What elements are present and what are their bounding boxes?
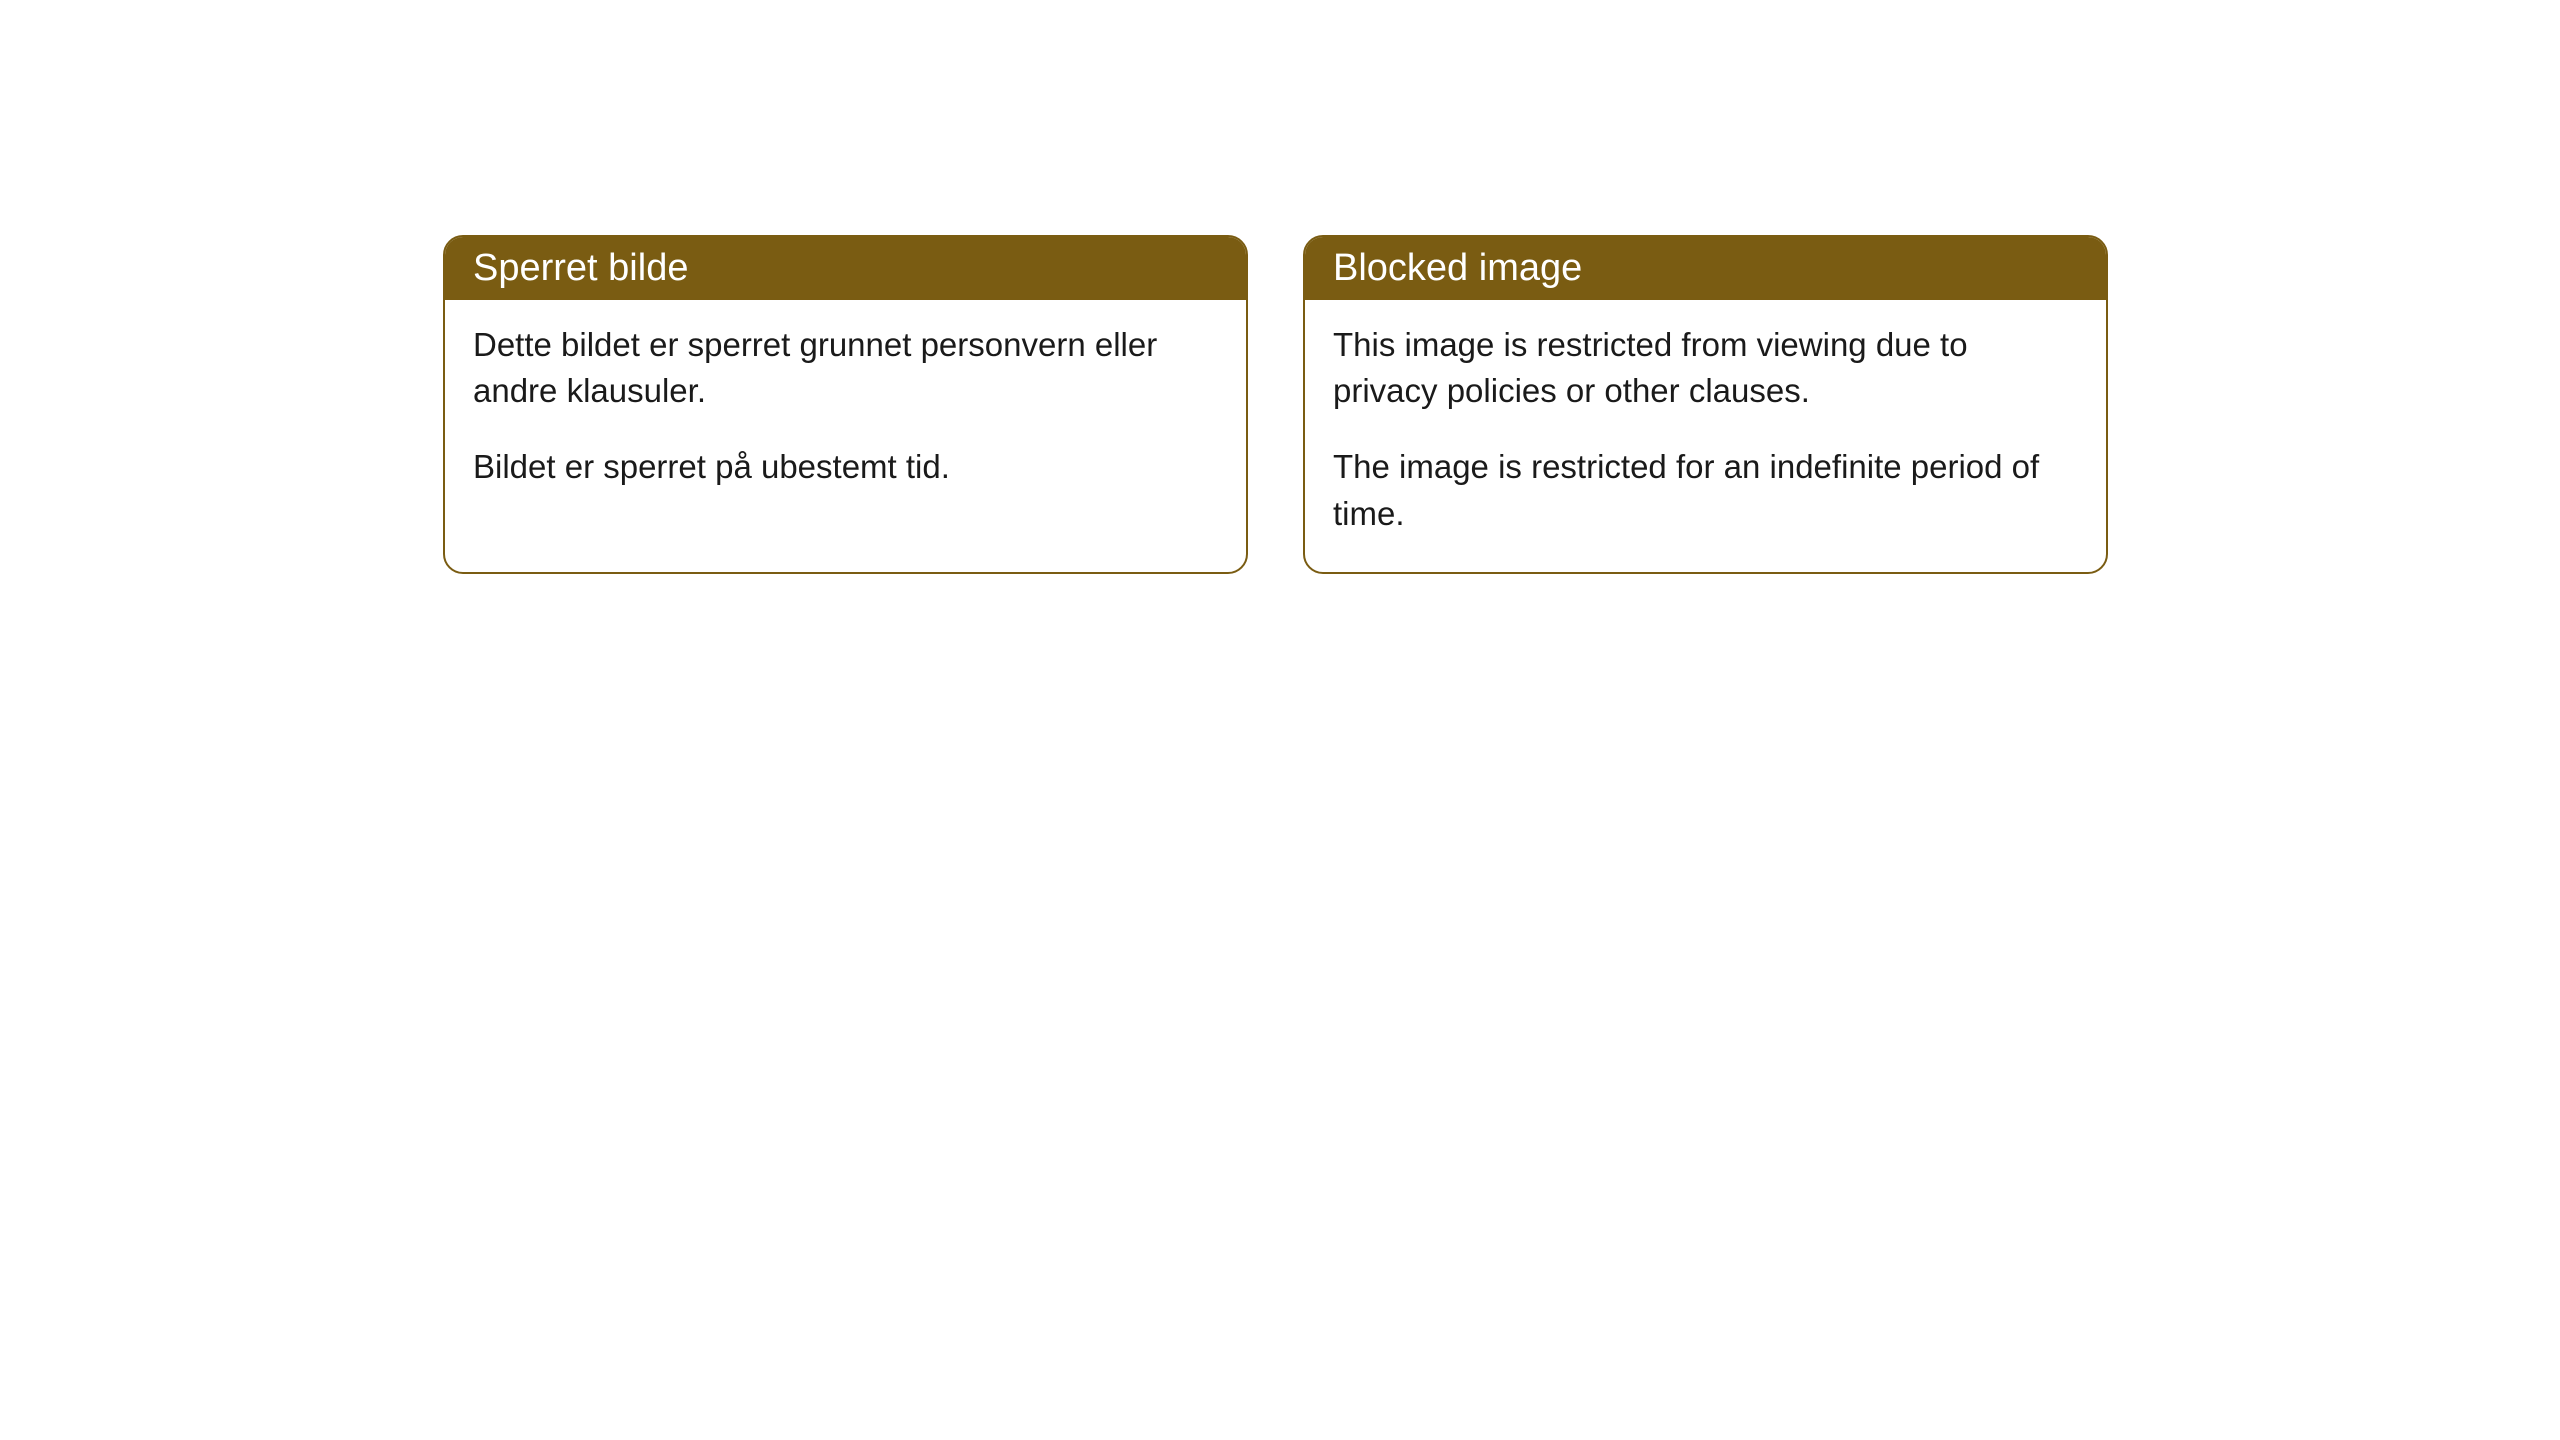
card-header: Sperret bilde — [445, 237, 1246, 300]
card-paragraph: This image is restricted from viewing du… — [1333, 322, 2078, 414]
blocked-image-card-english: Blocked image This image is restricted f… — [1303, 235, 2108, 574]
card-header: Blocked image — [1305, 237, 2106, 300]
card-paragraph: Dette bildet er sperret grunnet personve… — [473, 322, 1218, 414]
card-paragraph: Bildet er sperret på ubestemt tid. — [473, 444, 1218, 490]
blocked-image-card-norwegian: Sperret bilde Dette bildet er sperret gr… — [443, 235, 1248, 574]
notice-container: Sperret bilde Dette bildet er sperret gr… — [0, 0, 2560, 574]
card-body: Dette bildet er sperret grunnet personve… — [445, 300, 1246, 526]
card-paragraph: The image is restricted for an indefinit… — [1333, 444, 2078, 536]
card-body: This image is restricted from viewing du… — [1305, 300, 2106, 572]
